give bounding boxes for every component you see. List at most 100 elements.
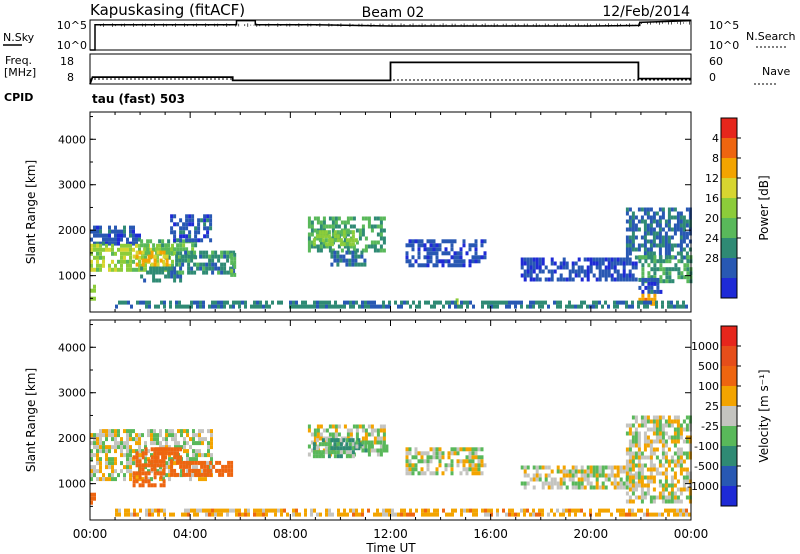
data-cell [598,300,601,305]
data-cell [592,261,596,266]
data-cell [163,304,166,309]
data-cell [400,304,403,309]
data-cell [144,463,148,468]
data-cell [315,454,319,459]
data-cell [670,439,674,444]
data-cell [310,304,313,309]
data-cell [178,304,181,309]
data-cell [99,225,102,230]
data-cell [565,265,569,270]
colorbar-label: 4 [712,132,719,145]
data-cell [538,304,541,309]
data-cell [483,251,487,256]
data-cell [571,465,575,470]
data-cell [361,508,364,513]
data-cell [411,247,415,252]
freq-series-line [89,61,691,85]
data-cell [140,239,144,244]
data-cell [477,463,481,468]
data-cell [435,243,439,248]
data-cell [631,277,635,282]
data-cell [187,250,191,255]
data-cell [163,512,166,517]
data-cell [499,300,502,305]
data-cell [203,218,207,223]
data-cell [462,459,466,464]
data-cell [601,257,605,262]
data-cell [610,473,614,478]
data-cell [468,447,472,452]
data-cell [111,477,114,482]
data-cell [135,433,138,438]
data-cell [643,251,647,256]
data-cell [188,218,192,223]
data-cell [331,248,335,253]
data-cell [613,300,616,305]
data-cell [634,223,638,228]
data-cell [265,512,268,517]
data-cell [162,437,165,442]
data-cell [550,261,554,266]
data-cell [631,247,635,252]
data-cell [538,261,542,266]
data-cell [553,261,557,266]
data-cell [108,465,111,470]
data-cell [141,455,145,460]
data-cell [652,231,656,236]
data-cell [631,231,635,236]
data-cell [130,512,133,517]
data-cell [114,469,117,474]
data-cell [532,485,536,490]
freq-tick-bottom: 8 [67,71,74,84]
data-cell [102,263,105,268]
data-cell [471,243,475,248]
data-cell [313,436,317,441]
data-cell [652,415,656,420]
data-cell [661,431,665,436]
data-cell [532,300,535,305]
data-cell [132,483,136,488]
data-cell [129,263,132,268]
data-cell [652,487,656,492]
data-cell [652,427,656,432]
data-cell [161,455,165,460]
data-cell [188,472,192,477]
freq-label-2: [MHz] [4,66,36,79]
data-cell [426,459,430,464]
data-cell [685,471,689,476]
data-cell [379,452,383,457]
data-cell [604,300,607,305]
data-cell [330,262,334,267]
data-cell [665,255,669,260]
data-cell [628,423,632,428]
data-cell [450,247,454,252]
data-cell [388,300,391,305]
data-cell [644,259,648,264]
colorbar-segment [721,238,737,259]
data-cell [408,239,412,244]
data-cell [150,429,153,434]
data-cell [370,448,374,453]
data-cell [193,270,197,275]
data-cell [634,512,637,517]
data-cell [650,277,654,282]
data-cell [667,435,671,440]
data-cell [523,469,527,474]
data-cell [181,512,184,517]
data-cell [685,415,689,420]
data-cell [589,465,593,470]
data-cell [638,285,642,290]
data-cell [643,435,647,440]
nsky-axes [89,19,692,51]
data-cell [345,242,349,247]
data-cell [679,491,683,496]
data-cell [379,428,383,433]
data-cell [156,433,159,438]
data-cell [474,463,478,468]
data-cell [508,512,511,517]
data-cell [649,243,653,248]
data-cell [616,508,619,513]
data-cell [184,254,188,259]
data-cell [676,215,680,220]
data-cell [184,304,187,309]
